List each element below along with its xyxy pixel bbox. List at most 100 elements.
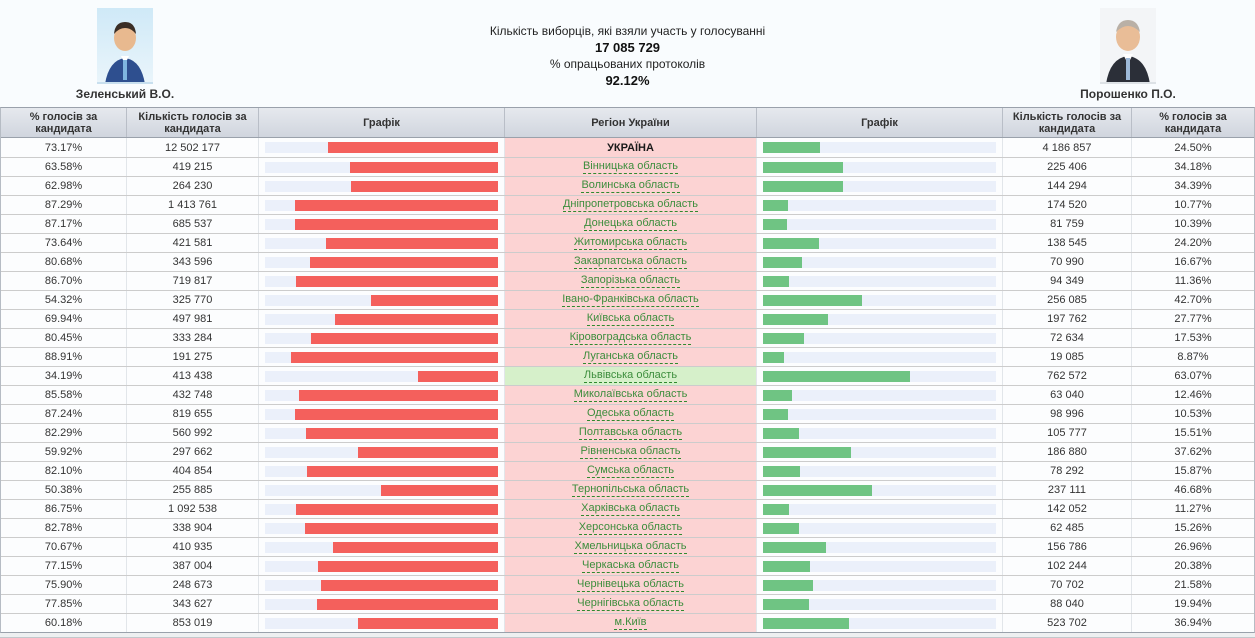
zelensky-votes: 338 904 [126,519,258,537]
poroshenko-votes: 256 085 [1002,291,1131,309]
region-link[interactable]: Рівненська область [580,445,681,459]
region-cell: Херсонська область [504,519,756,537]
poroshenko-bar-track [763,161,996,173]
poroshenko-bar [763,617,850,629]
region-link[interactable]: Миколаївська область [573,388,688,402]
zelensky-bar-track [265,161,498,173]
poroshenko-graph-cell [756,538,1002,556]
poroshenko-percent: 34.18% [1131,158,1254,176]
region-link[interactable]: Одеська область [586,407,675,421]
zelensky-bar [321,579,498,591]
zelensky-percent: 86.75% [44,503,83,515]
poroshenko-bar [763,180,844,192]
poroshenko-bar [763,465,800,477]
candidate-left: Зеленський В.О. [70,8,180,101]
zelensky-bar [290,351,498,363]
zelensky-graph-cell [258,291,504,309]
zelensky-graph-cell [258,614,504,632]
zelensky-bar-track [265,275,498,287]
poroshenko-graph-cell [756,405,1002,423]
zelensky-votes: 410 935 [126,538,258,556]
table-row: 85.58% 432 748 Миколаївська область 63 0… [1,385,1254,404]
region-link[interactable]: Полтавська область [578,426,683,440]
region-link[interactable]: Київська область [586,312,675,326]
table-row: 88.91% 191 275 Луганська область 19 085 … [1,347,1254,366]
region-link[interactable]: Кіровоградська область [569,331,692,345]
zelensky-bar-track [265,370,498,382]
poroshenko-votes: 156 786 [1002,538,1131,556]
zelensky-votes: 12 502 177 [126,138,258,157]
zelensky-graph-cell [258,576,504,594]
zelensky-votes: 419 215 [126,158,258,176]
table-row: 77.85% 343 627 Чернігівська область 88 0… [1,594,1254,613]
col-header-right-votes: Кількість голосів за кандидата [1002,108,1131,137]
region-link[interactable]: Чернівецька область [577,578,684,592]
zelensky-votes: 1 092 538 [126,500,258,518]
candidate-photo-zelensky [97,8,153,84]
region-link[interactable]: Тернопільська область [571,483,690,497]
poroshenko-bar-track [763,275,996,287]
region-link[interactable]: Херсонська область [578,521,683,535]
poroshenko-percent: 19.94% [1131,595,1254,613]
table-row: 87.24% 819 655 Одеська область 98 996 10… [1,404,1254,423]
table-row: 75.90% 248 673 Чернівецька область 70 70… [1,575,1254,594]
poroshenko-votes: 105 777 [1002,424,1131,442]
col-header-left-graph: Графік [258,108,504,137]
turnout-stats: Кількість виборців, які взяли участь у г… [490,23,765,89]
region-link[interactable]: Чернігівська область [577,597,684,611]
zelensky-bar-track [265,617,498,629]
poroshenko-bar [763,598,810,610]
poroshenko-graph-cell [756,329,1002,347]
region-link[interactable]: Львівська область [583,369,678,383]
region-cell: Черкаська область [504,557,756,575]
zelensky-bar [295,503,498,515]
region-link[interactable]: Івано-Франківська область [562,293,699,307]
poroshenko-bar-track [763,579,996,591]
poroshenko-votes: 186 880 [1002,443,1131,461]
poroshenko-bar [763,294,863,306]
region-link[interactable]: м.Київ [614,616,647,630]
zelensky-graph-cell [258,519,504,537]
poroshenko-bar [763,275,790,287]
region-link[interactable]: Харківська область [581,502,680,516]
zelensky-percent: 69.94% [44,313,83,325]
region-link[interactable]: Запорізька область [580,274,681,288]
candidate-name-right: Порошенко П.О. [1080,87,1176,101]
turnout-value: 17 085 729 [594,40,661,55]
zelensky-graph-cell [258,215,504,233]
poroshenko-graph-cell [756,614,1002,632]
table-row: 80.68% 343 596 Закарпатська область 70 9… [1,252,1254,271]
table-row: 73.17% 12 502 177 УКРАЇНА 4 186 857 24.5… [1,138,1254,157]
zelensky-bar [380,484,498,496]
region-cell: Кіровоградська область [504,329,756,347]
region-link[interactable]: Хмельницька область [574,540,687,554]
region-link[interactable]: Черкаська область [582,559,679,573]
poroshenko-percent: 26.96% [1131,538,1254,556]
col-header-left-percent: % голосів за кандидата [29,110,98,135]
region-link[interactable]: Сумська область [586,464,675,478]
region-link[interactable]: Житомирська область [573,236,688,250]
zelensky-bar [326,237,498,249]
poroshenko-votes: 523 702 [1002,614,1131,632]
poroshenko-percent: 8.87% [1131,348,1254,366]
zelensky-bar-track [265,560,498,572]
poroshenko-bar [763,446,851,458]
zelensky-graph-cell [258,196,504,214]
zelensky-votes: 432 748 [126,386,258,404]
region-cell: Чернігівська область [504,595,756,613]
region-link[interactable]: Донецька область [584,217,677,231]
region-link[interactable]: Дніпропетровська область [562,198,699,212]
zelensky-percent: 87.17% [44,218,83,230]
region-label-country: УКРАЇНА [607,141,654,154]
region-link[interactable]: Луганська область [583,350,678,364]
zelensky-percent: 54.32% [44,294,83,306]
poroshenko-votes: 762 572 [1002,367,1131,385]
region-link[interactable]: Волинська область [581,179,680,193]
region-link[interactable]: Закарпатська область [574,255,687,269]
zelensky-votes: 325 770 [126,291,258,309]
poroshenko-bar [763,541,826,553]
region-link[interactable]: Вінницька область [582,160,679,174]
poroshenko-bar [763,389,793,401]
zelensky-votes: 248 673 [126,576,258,594]
zelensky-graph-cell [258,557,504,575]
